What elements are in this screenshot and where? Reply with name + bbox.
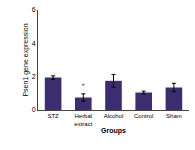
svg-text:Control: Control	[134, 113, 153, 119]
svg-text:*: *	[81, 81, 85, 91]
svg-text:Psen1 gene expression: Psen1 gene expression	[22, 23, 30, 96]
svg-text:Groups: Groups	[101, 127, 126, 135]
svg-text:Sham: Sham	[166, 113, 182, 119]
svg-text:0: 0	[32, 106, 36, 113]
svg-text:STZ: STZ	[47, 113, 59, 119]
svg-text:Herbalextract: Herbalextract	[74, 113, 92, 127]
svg-text:2: 2	[32, 73, 36, 80]
svg-text:4: 4	[32, 40, 36, 47]
svg-text:Alcohol: Alcohol	[104, 113, 124, 119]
svg-text:6: 6	[32, 6, 36, 13]
